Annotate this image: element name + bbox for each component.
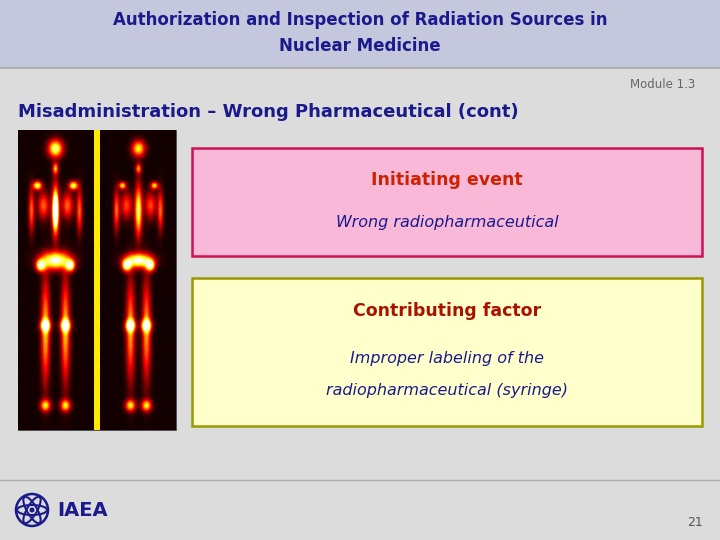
Text: radiopharmaceutical (syringe): radiopharmaceutical (syringe): [326, 382, 568, 397]
Circle shape: [30, 508, 35, 512]
Text: Nuclear Medicine: Nuclear Medicine: [279, 37, 441, 55]
Text: Contributing factor: Contributing factor: [353, 302, 541, 320]
Bar: [18, 130, 176, 430]
FancyBboxPatch shape: [192, 278, 702, 426]
Text: 21: 21: [688, 516, 703, 529]
Bar: [0, 480, 720, 540]
Text: Wrong radiopharmaceutical: Wrong radiopharmaceutical: [336, 215, 558, 231]
Text: Misadministration – Wrong Pharmaceutical (cont): Misadministration – Wrong Pharmaceutical…: [18, 103, 518, 121]
Text: IAEA: IAEA: [57, 501, 107, 519]
Text: Authorization and Inspection of Radiation Sources in: Authorization and Inspection of Radiatio…: [113, 11, 607, 29]
Text: Initiating event: Initiating event: [372, 171, 523, 189]
Text: Improper labeling of the: Improper labeling of the: [350, 350, 544, 366]
Text: Module 1.3: Module 1.3: [630, 78, 695, 91]
FancyBboxPatch shape: [192, 148, 702, 256]
Bar: [0, 0, 720, 68]
